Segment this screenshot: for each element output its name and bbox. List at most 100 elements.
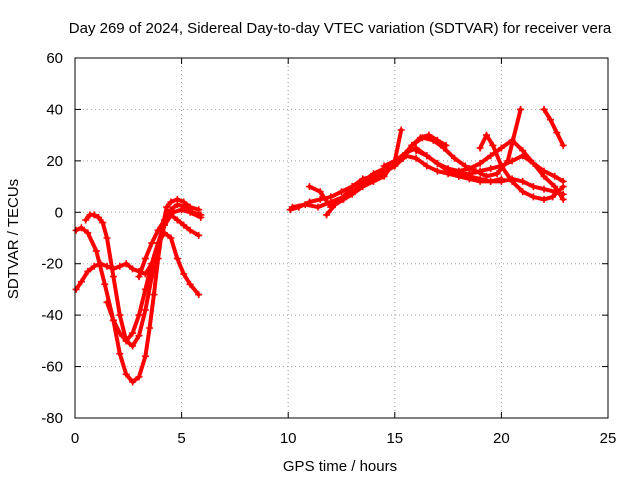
- data-point: [116, 262, 124, 270]
- data-point: [72, 226, 80, 234]
- data-point: [519, 152, 527, 160]
- data-point: [173, 201, 181, 209]
- data-point: [412, 154, 420, 162]
- data-point: [180, 198, 188, 206]
- data-point: [72, 285, 80, 293]
- data-point: [135, 273, 143, 281]
- x-axis-label: GPS time / hours: [283, 458, 397, 475]
- y-tick-label: 0: [55, 204, 63, 221]
- data-point: [331, 201, 339, 209]
- data-point: [150, 291, 158, 299]
- data-point: [135, 373, 143, 381]
- data-point: [289, 203, 296, 211]
- data-point: [370, 177, 377, 185]
- x-tick-label: 25: [600, 430, 617, 447]
- x-tick-label: 20: [493, 430, 510, 447]
- data-point: [109, 273, 117, 281]
- data-point: [129, 342, 137, 350]
- data-point: [316, 188, 324, 196]
- data-point: [122, 260, 130, 268]
- data-point: [161, 216, 168, 224]
- data-point: [348, 183, 356, 191]
- data-point: [338, 188, 345, 196]
- data-point: [433, 136, 441, 144]
- data-point: [487, 177, 495, 185]
- data-point: [135, 332, 143, 340]
- data-point: [433, 159, 441, 167]
- data-point: [116, 350, 124, 358]
- data-point: [167, 198, 175, 206]
- data-point: [314, 203, 322, 211]
- data-point: [95, 213, 102, 221]
- series-line: [324, 128, 404, 217]
- data-point: [416, 134, 424, 142]
- data-point: [77, 278, 85, 286]
- series-track-14: [540, 105, 567, 149]
- data-point: [348, 190, 356, 198]
- x-tick-label: 0: [71, 430, 79, 447]
- data-point: [476, 144, 484, 152]
- data-point: [82, 216, 90, 224]
- data-point: [197, 213, 205, 221]
- data-point: [540, 195, 548, 203]
- data-point: [519, 177, 527, 185]
- y-tick-label: -60: [41, 359, 63, 376]
- data-point: [517, 105, 525, 113]
- data-point: [135, 311, 143, 319]
- x-tick-label: 15: [386, 430, 403, 447]
- data-point: [483, 131, 490, 139]
- data-point: [529, 159, 537, 167]
- data-point: [167, 211, 175, 219]
- data-point: [186, 208, 194, 216]
- data-point: [316, 195, 324, 203]
- data-point: [412, 147, 420, 155]
- data-point: [359, 183, 367, 191]
- data-point: [455, 170, 463, 178]
- data-point: [380, 172, 388, 180]
- data-point: [540, 105, 548, 113]
- data-point: [559, 141, 567, 149]
- data-point: [529, 193, 537, 201]
- data-point: [408, 141, 416, 149]
- data-point: [487, 152, 495, 160]
- y-tick-label: -40: [41, 307, 63, 324]
- data-point: [519, 188, 527, 196]
- data-series: [72, 105, 567, 386]
- data-point: [195, 291, 203, 299]
- data-point: [546, 116, 554, 124]
- y-tick-label: -20: [41, 256, 63, 273]
- data-point: [340, 195, 348, 203]
- data-point: [540, 172, 548, 180]
- data-point: [306, 183, 313, 191]
- data-point: [476, 167, 484, 175]
- data-point: [116, 311, 124, 319]
- data-point: [161, 229, 168, 237]
- data-point: [84, 229, 92, 237]
- series-line: [542, 107, 566, 148]
- data-point: [180, 221, 188, 229]
- series-track-13: [476, 131, 567, 203]
- data-point: [141, 352, 149, 360]
- data-point: [465, 170, 473, 178]
- data-point: [489, 141, 497, 149]
- data-point: [77, 224, 85, 232]
- data-point: [148, 260, 156, 268]
- y-tick-label: 60: [46, 50, 63, 67]
- x-tick-label: 10: [280, 430, 297, 447]
- data-point: [141, 255, 149, 263]
- data-point: [359, 175, 367, 183]
- data-point: [551, 172, 559, 180]
- data-point: [559, 183, 567, 191]
- data-point: [103, 262, 111, 270]
- data-point: [109, 316, 117, 324]
- axis-ticks: 0 5 10 15 20 25 -80 -60 -40 -20 0 20 40 60: [41, 50, 616, 447]
- data-point: [508, 136, 516, 144]
- data-point: [84, 267, 92, 275]
- y-tick-label: -80: [41, 410, 63, 427]
- plot-frame: [74, 57, 609, 419]
- data-point: [129, 265, 137, 273]
- data-point: [444, 167, 452, 175]
- data-point: [425, 131, 433, 139]
- data-point: [122, 370, 130, 378]
